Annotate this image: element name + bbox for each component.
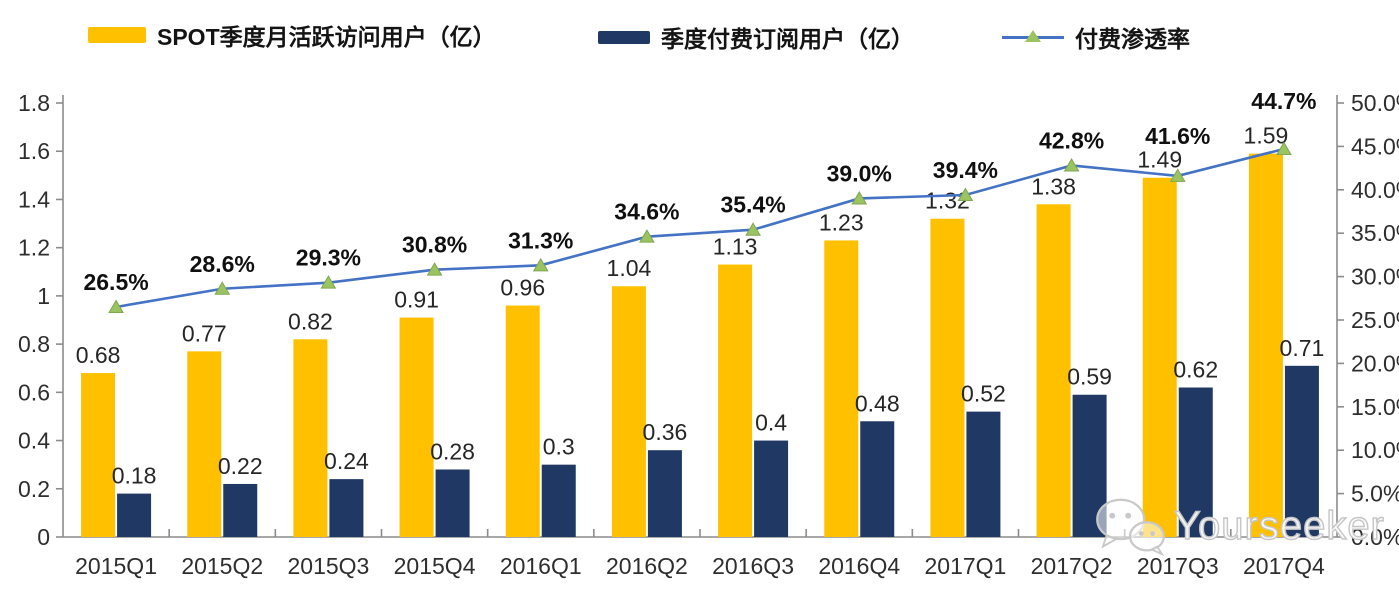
svg-text:42.8%: 42.8%	[1039, 127, 1104, 153]
svg-text:0.48: 0.48	[855, 390, 900, 416]
svg-text:0.82: 0.82	[288, 308, 333, 334]
svg-text:30.0%: 30.0%	[1351, 264, 1399, 290]
svg-text:45.0%: 45.0%	[1351, 133, 1399, 159]
svg-text:0.68: 0.68	[76, 342, 121, 368]
svg-text:0.0%: 0.0%	[1351, 524, 1399, 550]
svg-text:39.4%: 39.4%	[933, 157, 998, 183]
svg-text:1.49: 1.49	[1137, 147, 1182, 173]
svg-text:0.96: 0.96	[500, 275, 545, 301]
svg-text:1: 1	[37, 283, 50, 309]
svg-text:0.6: 0.6	[18, 379, 50, 405]
svg-text:2017Q3: 2017Q3	[1137, 553, 1219, 579]
svg-text:2017Q2: 2017Q2	[1031, 553, 1113, 579]
triangle-marker-icon	[1025, 30, 1041, 42]
svg-text:0.4: 0.4	[755, 410, 787, 436]
svg-text:35.4%: 35.4%	[720, 192, 785, 218]
svg-text:25.0%: 25.0%	[1351, 307, 1399, 333]
legend-label-subscribers: 季度付费订阅用户（亿）	[661, 26, 914, 52]
chart-legend: SPOT季度月活跃访问用户（亿） 季度付费订阅用户（亿） 付费渗透率	[0, 16, 1399, 52]
svg-text:2016Q1: 2016Q1	[500, 553, 582, 579]
legend-label-mau: SPOT季度月活跃访问用户（亿）	[157, 24, 496, 50]
svg-text:2016Q4: 2016Q4	[818, 553, 900, 579]
svg-text:10.0%: 10.0%	[1351, 437, 1399, 463]
svg-text:1.13: 1.13	[713, 234, 758, 260]
line-marker-icon	[1002, 29, 1064, 45]
legend-item-subscribers: 季度付费订阅用户（亿）	[598, 20, 914, 54]
svg-text:0.28: 0.28	[430, 438, 475, 464]
svg-text:0.8: 0.8	[18, 331, 50, 357]
svg-text:0.3: 0.3	[543, 434, 575, 460]
svg-text:0.2: 0.2	[18, 476, 50, 502]
svg-text:2015Q4: 2015Q4	[394, 553, 476, 579]
svg-text:1.6: 1.6	[18, 138, 50, 164]
svg-text:1.59: 1.59	[1244, 123, 1289, 149]
svg-text:15.0%: 15.0%	[1351, 394, 1399, 420]
svg-text:0.36: 0.36	[643, 419, 688, 445]
svg-text:0.71: 0.71	[1280, 335, 1325, 361]
svg-text:26.5%: 26.5%	[83, 269, 148, 295]
svg-text:1.8: 1.8	[18, 90, 50, 116]
svg-text:1.04: 1.04	[607, 255, 652, 281]
legend-item-penetration: 付费渗透率	[1002, 20, 1190, 54]
svg-text:50.0%: 50.0%	[1351, 90, 1399, 116]
svg-text:0.77: 0.77	[182, 320, 227, 346]
svg-text:2017Q1: 2017Q1	[924, 553, 1006, 579]
svg-text:29.3%: 29.3%	[296, 245, 361, 271]
svg-text:0.22: 0.22	[218, 453, 263, 479]
svg-text:2016Q3: 2016Q3	[712, 553, 794, 579]
svg-text:5.0%: 5.0%	[1351, 481, 1399, 507]
svg-text:39.0%: 39.0%	[827, 160, 892, 186]
svg-text:0.18: 0.18	[112, 463, 157, 489]
svg-text:41.6%: 41.6%	[1145, 123, 1210, 149]
svg-text:31.3%: 31.3%	[508, 227, 573, 253]
svg-text:1.38: 1.38	[1031, 173, 1076, 199]
svg-text:0.62: 0.62	[1173, 357, 1218, 383]
svg-text:28.6%: 28.6%	[190, 251, 255, 277]
svg-text:0.91: 0.91	[394, 287, 439, 313]
svg-text:1.4: 1.4	[18, 186, 50, 212]
svg-text:44.7%: 44.7%	[1251, 88, 1316, 114]
svg-text:0.52: 0.52	[961, 381, 1006, 407]
legend-swatch-subscribers	[598, 30, 650, 44]
svg-text:2016Q2: 2016Q2	[606, 553, 688, 579]
svg-text:35.0%: 35.0%	[1351, 220, 1399, 246]
svg-text:34.6%: 34.6%	[614, 199, 679, 225]
svg-text:2015Q3: 2015Q3	[287, 553, 369, 579]
svg-text:0.4: 0.4	[18, 428, 50, 454]
svg-text:2015Q2: 2015Q2	[181, 553, 263, 579]
svg-text:40.0%: 40.0%	[1351, 177, 1399, 203]
legend-label-penetration: 付费渗透率	[1075, 26, 1190, 52]
svg-text:30.8%: 30.8%	[402, 232, 467, 258]
svg-text:0.59: 0.59	[1067, 364, 1112, 390]
svg-text:0: 0	[37, 524, 50, 550]
svg-text:20.0%: 20.0%	[1351, 350, 1399, 376]
svg-text:1.23: 1.23	[819, 209, 864, 235]
legend-swatch-mau	[88, 27, 146, 43]
svg-text:2015Q1: 2015Q1	[75, 553, 157, 579]
svg-text:0.24: 0.24	[324, 448, 369, 474]
legend-item-mau: SPOT季度月活跃访问用户（亿）	[88, 18, 496, 52]
svg-text:1.2: 1.2	[18, 235, 50, 261]
svg-text:2017Q4: 2017Q4	[1243, 553, 1325, 579]
